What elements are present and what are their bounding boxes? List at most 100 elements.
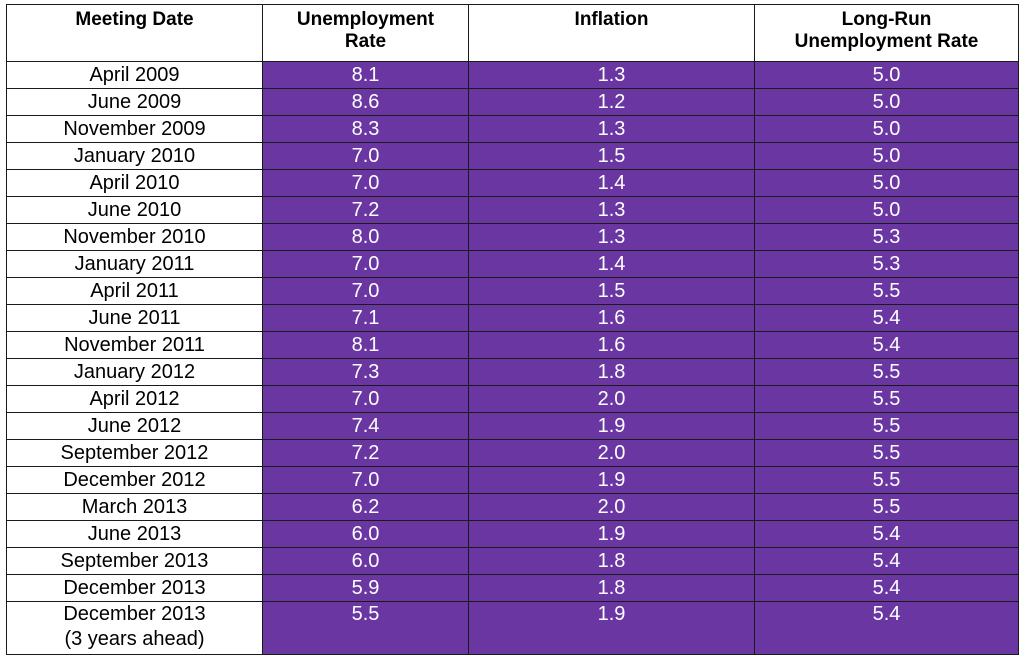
unemployment-rate-cell: 8.6 bbox=[262, 88, 469, 116]
unemployment-rate-cell: 7.0 bbox=[262, 385, 469, 413]
long-run-unemployment-rate-cell: 5.4 bbox=[754, 574, 1019, 602]
header-long-run-unemployment-rate: Long-Run Unemployment Rate bbox=[754, 4, 1019, 62]
inflation-cell: 2.0 bbox=[468, 493, 755, 521]
inflation-cell: 1.3 bbox=[468, 196, 755, 224]
unemployment-rate-cell: 7.0 bbox=[262, 142, 469, 170]
long-run-unemployment-rate-cell: 5.0 bbox=[754, 61, 1019, 89]
inflation-cell: 1.9 bbox=[468, 466, 755, 494]
inflation-cell: 2.0 bbox=[468, 439, 755, 467]
long-run-unemployment-rate-cell: 5.4 bbox=[754, 547, 1019, 575]
unemployment-rate-cell: 6.0 bbox=[262, 547, 469, 575]
unemployment-rate-cell: 7.2 bbox=[262, 439, 469, 467]
unemployment-rate-cell: 7.0 bbox=[262, 250, 469, 278]
table-row: January 2012 7.3 1.8 5.5 bbox=[6, 358, 1019, 386]
table-row: June 2010 7.2 1.3 5.0 bbox=[6, 196, 1019, 224]
meeting-date-cell: January 2012 bbox=[6, 358, 263, 386]
table-row: January 2010 7.0 1.5 5.0 bbox=[6, 142, 1019, 170]
unemployment-rate-cell: 7.0 bbox=[262, 466, 469, 494]
inflation-cell: 1.9 bbox=[468, 601, 755, 655]
unemployment-rate-cell: 5.9 bbox=[262, 574, 469, 602]
unemployment-rate-cell: 8.0 bbox=[262, 223, 469, 251]
table-row: April 2012 7.0 2.0 5.5 bbox=[6, 385, 1019, 413]
header-meeting-date: Meeting Date bbox=[6, 4, 263, 62]
long-run-unemployment-rate-cell: 5.0 bbox=[754, 142, 1019, 170]
table-row: December 2013 5.9 1.8 5.4 bbox=[6, 574, 1019, 602]
long-run-unemployment-rate-cell: 5.3 bbox=[754, 223, 1019, 251]
meeting-date-cell: June 2010 bbox=[6, 196, 263, 224]
meeting-date-cell: April 2009 bbox=[6, 61, 263, 89]
table-row: June 2011 7.1 1.6 5.4 bbox=[6, 304, 1019, 332]
meeting-date-cell: September 2012 bbox=[6, 439, 263, 467]
long-run-unemployment-rate-cell: 5.4 bbox=[754, 304, 1019, 332]
unemployment-rate-cell: 8.1 bbox=[262, 61, 469, 89]
table-row: September 2013 6.0 1.8 5.4 bbox=[6, 547, 1019, 575]
unemployment-rate-cell: 7.2 bbox=[262, 196, 469, 224]
unemployment-rate-cell: 8.3 bbox=[262, 115, 469, 143]
table-row: November 2009 8.3 1.3 5.0 bbox=[6, 115, 1019, 143]
inflation-cell: 1.3 bbox=[468, 223, 755, 251]
long-run-unemployment-rate-cell: 5.5 bbox=[754, 385, 1019, 413]
table-row: November 2011 8.1 1.6 5.4 bbox=[6, 331, 1019, 359]
long-run-unemployment-rate-cell: 5.3 bbox=[754, 250, 1019, 278]
inflation-cell: 1.9 bbox=[468, 412, 755, 440]
inflation-cell: 1.9 bbox=[468, 520, 755, 548]
unemployment-rate-cell: 7.4 bbox=[262, 412, 469, 440]
unemployment-rate-cell: 7.3 bbox=[262, 358, 469, 386]
meeting-date-cell: January 2010 bbox=[6, 142, 263, 170]
long-run-unemployment-rate-cell: 5.0 bbox=[754, 115, 1019, 143]
inflation-cell: 1.2 bbox=[468, 88, 755, 116]
inflation-cell: 1.3 bbox=[468, 115, 755, 143]
inflation-cell: 1.8 bbox=[468, 547, 755, 575]
long-run-unemployment-rate-cell: 5.4 bbox=[754, 331, 1019, 359]
forecast-table: Meeting Date Unemployment Rate Inflation… bbox=[6, 4, 1019, 655]
inflation-cell: 1.4 bbox=[468, 169, 755, 197]
inflation-cell: 1.4 bbox=[468, 250, 755, 278]
meeting-date-cell: June 2012 bbox=[6, 412, 263, 440]
meeting-date-cell: April 2012 bbox=[6, 385, 263, 413]
meeting-date-cell: December 2012 bbox=[6, 466, 263, 494]
meeting-date-cell: December 2013 bbox=[6, 574, 263, 602]
meeting-date-cell: March 2013 bbox=[6, 493, 263, 521]
meeting-date-cell: December 2013 (3 years ahead) bbox=[6, 601, 263, 655]
inflation-cell: 1.5 bbox=[468, 277, 755, 305]
long-run-unemployment-rate-cell: 5.4 bbox=[754, 520, 1019, 548]
header-row: Meeting Date Unemployment Rate Inflation… bbox=[6, 4, 1019, 62]
long-run-unemployment-rate-cell: 5.5 bbox=[754, 439, 1019, 467]
long-run-unemployment-rate-cell: 5.5 bbox=[754, 466, 1019, 494]
table-row: December 2012 7.0 1.9 5.5 bbox=[6, 466, 1019, 494]
meeting-date-cell: September 2013 bbox=[6, 547, 263, 575]
unemployment-rate-cell: 7.0 bbox=[262, 277, 469, 305]
long-run-unemployment-rate-cell: 5.5 bbox=[754, 358, 1019, 386]
inflation-cell: 2.0 bbox=[468, 385, 755, 413]
header-inflation: Inflation bbox=[468, 4, 755, 62]
table-row: April 2009 8.1 1.3 5.0 bbox=[6, 61, 1019, 89]
table-header: Meeting Date Unemployment Rate Inflation… bbox=[6, 4, 1019, 62]
unemployment-rate-cell: 7.0 bbox=[262, 169, 469, 197]
meeting-date-cell: April 2011 bbox=[6, 277, 263, 305]
table-row: November 2010 8.0 1.3 5.3 bbox=[6, 223, 1019, 251]
long-run-unemployment-rate-cell: 5.0 bbox=[754, 88, 1019, 116]
table-row: March 2013 6.2 2.0 5.5 bbox=[6, 493, 1019, 521]
unemployment-rate-cell: 8.1 bbox=[262, 331, 469, 359]
long-run-unemployment-rate-cell: 5.0 bbox=[754, 196, 1019, 224]
meeting-date-cell: June 2011 bbox=[6, 304, 263, 332]
meeting-date-cell: June 2013 bbox=[6, 520, 263, 548]
meeting-date-cell: November 2009 bbox=[6, 115, 263, 143]
table-row: April 2011 7.0 1.5 5.5 bbox=[6, 277, 1019, 305]
long-run-unemployment-rate-cell: 5.5 bbox=[754, 412, 1019, 440]
table-body: April 2009 8.1 1.3 5.0 June 2009 8.6 1.2 5.0 Nov… bbox=[6, 61, 1019, 655]
meeting-date-cell: June 2009 bbox=[6, 88, 263, 116]
inflation-cell: 1.6 bbox=[468, 304, 755, 332]
table-row: September 2012 7.2 2.0 5.5 bbox=[6, 439, 1019, 467]
table-row: January 2011 7.0 1.4 5.3 bbox=[6, 250, 1019, 278]
unemployment-rate-cell: 5.5 bbox=[262, 601, 469, 655]
header-unemployment-rate: Unemployment Rate bbox=[262, 4, 469, 62]
long-run-unemployment-rate-cell: 5.4 bbox=[754, 601, 1019, 655]
unemployment-rate-cell: 6.0 bbox=[262, 520, 469, 548]
meeting-date-cell: November 2011 bbox=[6, 331, 263, 359]
meeting-date-cell: April 2010 bbox=[6, 169, 263, 197]
table-row: December 2013 (3 years ahead) 5.5 1.9 5.4 bbox=[6, 601, 1019, 655]
long-run-unemployment-rate-cell: 5.5 bbox=[754, 277, 1019, 305]
table-row: June 2009 8.6 1.2 5.0 bbox=[6, 88, 1019, 116]
table-row: June 2013 6.0 1.9 5.4 bbox=[6, 520, 1019, 548]
